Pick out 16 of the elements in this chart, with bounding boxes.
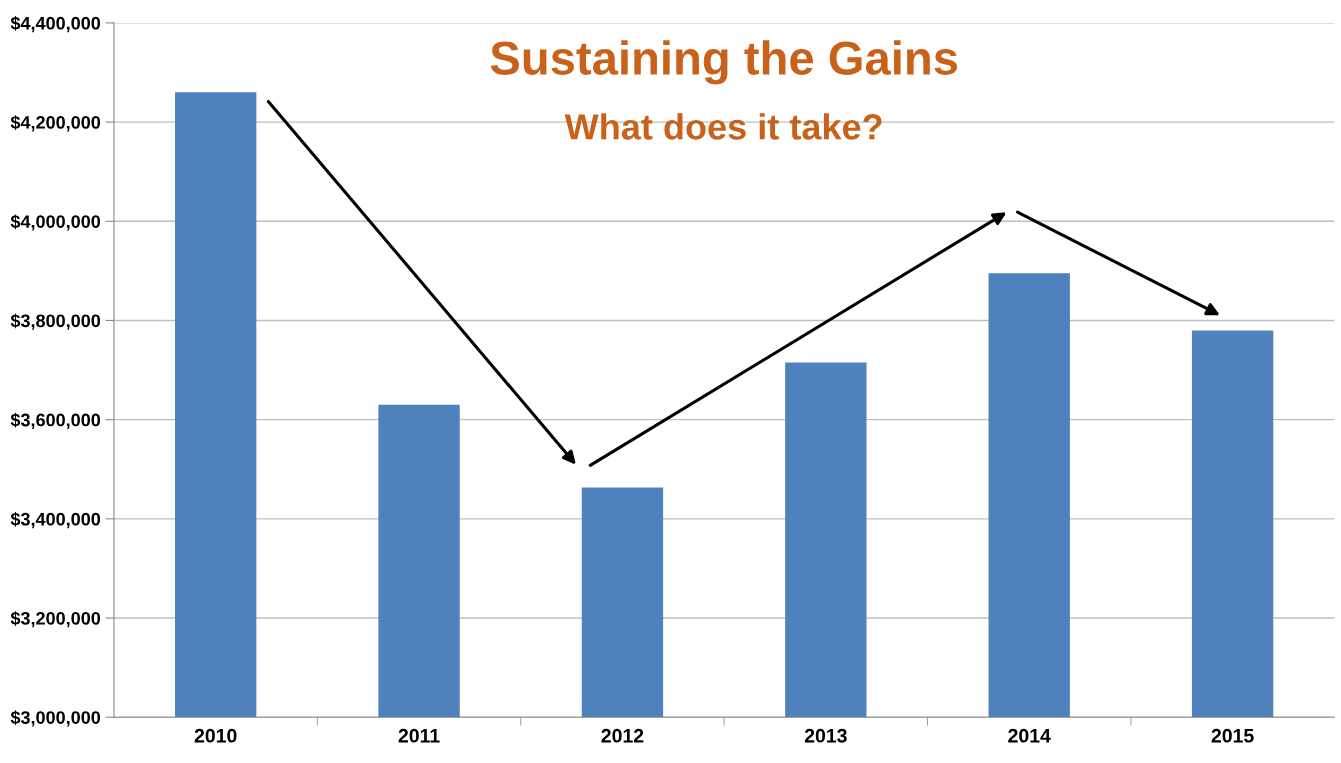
x-tick-label: 2014: [1008, 728, 1051, 743]
x-tick-label: 2012: [601, 728, 644, 743]
y-tick-label: $4,400,000: [10, 16, 101, 33]
y-tick-label: $3,200,000: [10, 611, 101, 628]
x-tick-label: 2010: [194, 728, 237, 743]
x-tick-label: 2015: [1211, 728, 1254, 743]
x-tick-label: 2013: [804, 728, 847, 743]
y-tick-label: $4,200,000: [10, 115, 101, 132]
chart-title: Sustaining the Gains: [490, 40, 958, 85]
x-tick-label: 2011: [398, 728, 440, 743]
y-tick-label: $3,800,000: [10, 313, 101, 330]
y-tick-label: $3,000,000: [10, 710, 101, 727]
y-tick-label: $3,600,000: [10, 412, 101, 429]
y-tick-label: $4,000,000: [10, 214, 101, 231]
text: What does it take?: [564, 113, 882, 140]
y-tick-label: $3,400,000: [10, 511, 101, 529]
